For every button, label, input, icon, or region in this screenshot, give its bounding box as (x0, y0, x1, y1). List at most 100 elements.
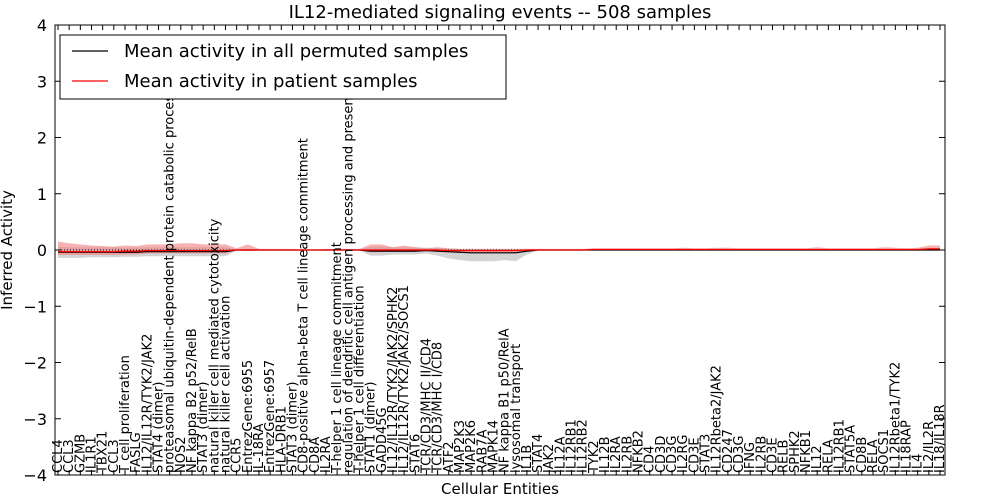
y-axis-label: Inferred Activity (0, 190, 16, 310)
x-category-label: CD3G (732, 436, 747, 473)
x-category-label: IL4 (911, 454, 926, 473)
x-category-label: IL12/IL12R/TYK2/JAK2/SOCS1 (397, 285, 412, 473)
x-category-label: CD8A (308, 437, 323, 473)
x-category-label: T-helper 1 cell lineage commitment (330, 242, 345, 474)
x-category-label: CD8B (855, 437, 870, 473)
y-tick-label: −1 (23, 297, 47, 316)
x-category-label: CCL4 (51, 439, 66, 473)
x-category-label: NFKB1 (799, 430, 814, 473)
x-category-label: CCR5 (230, 438, 245, 473)
x-category-label: CCL3 (62, 439, 77, 473)
x-category-label: CD3E (687, 437, 702, 473)
patient-mean-line (58, 248, 940, 253)
x-category-label: natural killer cell activation (218, 296, 233, 473)
x-category-label: EntrezGene:6957 (263, 360, 278, 473)
x-category-label: STAT5A (844, 425, 859, 473)
y-tick-label: −2 (23, 354, 47, 373)
x-category-label: NF kappa B2 p52/RelB (185, 328, 200, 473)
y-tick-label: 0 (37, 241, 47, 260)
x-category-label: STAT3 (699, 434, 714, 473)
x-category-label: MAP2K3 (453, 420, 468, 473)
x-category-label: natural killer cell mediated cytotoxicit… (207, 218, 222, 473)
y-axis: −4 −3 −2 −1 0 1 2 3 4 (23, 16, 945, 485)
x-category-label: TCR/CD3/MHC I/CD8 (431, 342, 446, 474)
x-category-label: IL12 (810, 445, 825, 473)
x-category-label: RELB (777, 440, 792, 473)
x-category-label: MAP2K6 (464, 420, 479, 473)
y-tick-label: 3 (37, 72, 47, 91)
x-category-label: EntrezGene:6955 (241, 360, 256, 473)
x-category-label: IL2RB (754, 436, 769, 473)
y-tick-label: 2 (37, 129, 47, 148)
x-category-label: STAT1 (dimer) (364, 382, 379, 473)
x-category-label: CD3E (766, 437, 781, 473)
x-axis-label: Cellular Entities (441, 480, 559, 498)
x-category-label: IL2RA (609, 436, 624, 473)
y-tick-label: 4 (37, 16, 47, 35)
x-category-label: IL18RAP (900, 420, 915, 473)
x-category-label: FASLG (129, 432, 144, 473)
x-category-label: GADD45G (375, 407, 390, 473)
x-category-label: RELA (821, 439, 836, 473)
x-category-label: MAPK14 (486, 420, 501, 473)
x-category-label: IL1B (520, 445, 535, 473)
x-category-label: CD4 (643, 446, 658, 473)
x-category-label: IL12Rbeta1/TYK2 (888, 362, 903, 473)
x-category-label: CCL3 (107, 439, 122, 473)
y-tick-label: −3 (23, 410, 47, 429)
x-category-label: proteasomal ubiquitin-dependent protein … (163, 88, 178, 473)
x-category-label: RAB7A (475, 429, 490, 473)
x-category-label: IL12Rbeta2/JAK2 (710, 365, 725, 473)
x-category-label: CD3G (665, 436, 680, 473)
x-category-label: IL12B (598, 436, 613, 473)
x-category-label: IL12/IL12R/TYK2/JAK2/SPHK2 (386, 287, 401, 473)
x-category-label: IL12RB2 (576, 419, 591, 473)
x-category-label: NFKB2 (632, 430, 647, 473)
x-category-label: IL1R1 (84, 436, 99, 473)
x-category-label: T cell proliferation (118, 355, 133, 474)
x-category-label: STAT4 (dimer) (151, 382, 166, 473)
chart-title: IL12-mediated signaling events -- 508 sa… (289, 2, 712, 23)
x-category-label: IFNG (743, 442, 758, 473)
x-category-label: CD8-positive alpha-beta T cell lineage c… (297, 138, 312, 473)
x-category-label: IL12/IL12R/TYK2/JAK2 (140, 334, 155, 473)
x-category-label: ATF2 (442, 441, 457, 473)
x-category-label: IL12RB1 (833, 419, 848, 473)
x-category-label: STAT6 (408, 434, 423, 473)
x-category-label: IL2RG (676, 435, 691, 473)
y-tick-label: −4 (23, 466, 47, 485)
x-category-label: lysosomal transport (509, 344, 524, 473)
legend-label-patient: Mean activity in patient samples (124, 71, 418, 92)
x-category-label: IL2/IL2R (922, 421, 937, 473)
legend-box (59, 34, 507, 100)
x-category-label: IL2RB (620, 436, 635, 473)
x-category-label: IL18/IL18R (933, 404, 948, 473)
x-category-label: IL-18RA (252, 423, 267, 473)
x-category-label: TYK2 (587, 440, 602, 474)
legend-label-permuted: Mean activity in all permuted samples (124, 41, 468, 62)
x-category-label: RELA (866, 439, 881, 473)
x-category-label: IL12A (553, 436, 568, 473)
x-category-label: IL12RB1 (565, 419, 580, 473)
x-category-label: SPHK2 (788, 430, 803, 473)
legend: Mean activity in all permuted samples Me… (59, 34, 507, 100)
x-category-label: NF kappa B1 p50/RelA (498, 328, 513, 473)
series-lines (58, 248, 940, 254)
x-category-label: SOCS1 (877, 429, 892, 473)
x-category-label: STAT4 (531, 434, 546, 473)
x-category-label: CD3D (654, 436, 669, 473)
x-category-label: regulation of dendritic cell antigen pro… (341, 59, 356, 473)
y-tick-label: 1 (37, 185, 47, 204)
x-category-label: HLA-DRB1 (274, 406, 289, 473)
x-category-label: T-helper 1 cell differentiation (352, 285, 367, 474)
x-category-label: IL2RA (319, 436, 334, 473)
x-category-label: GZMB (73, 434, 88, 473)
x-category-label: CD247 (721, 429, 736, 473)
x-category-label: TBX21 (96, 431, 111, 474)
x-category-label: STAT3 (dimer) (285, 382, 300, 473)
x-category-label: TCR/CD3/MHC II/CD4 (419, 338, 434, 474)
x-category-label: JAK2 (542, 444, 557, 474)
x-category-label: NOS2 (174, 437, 189, 473)
